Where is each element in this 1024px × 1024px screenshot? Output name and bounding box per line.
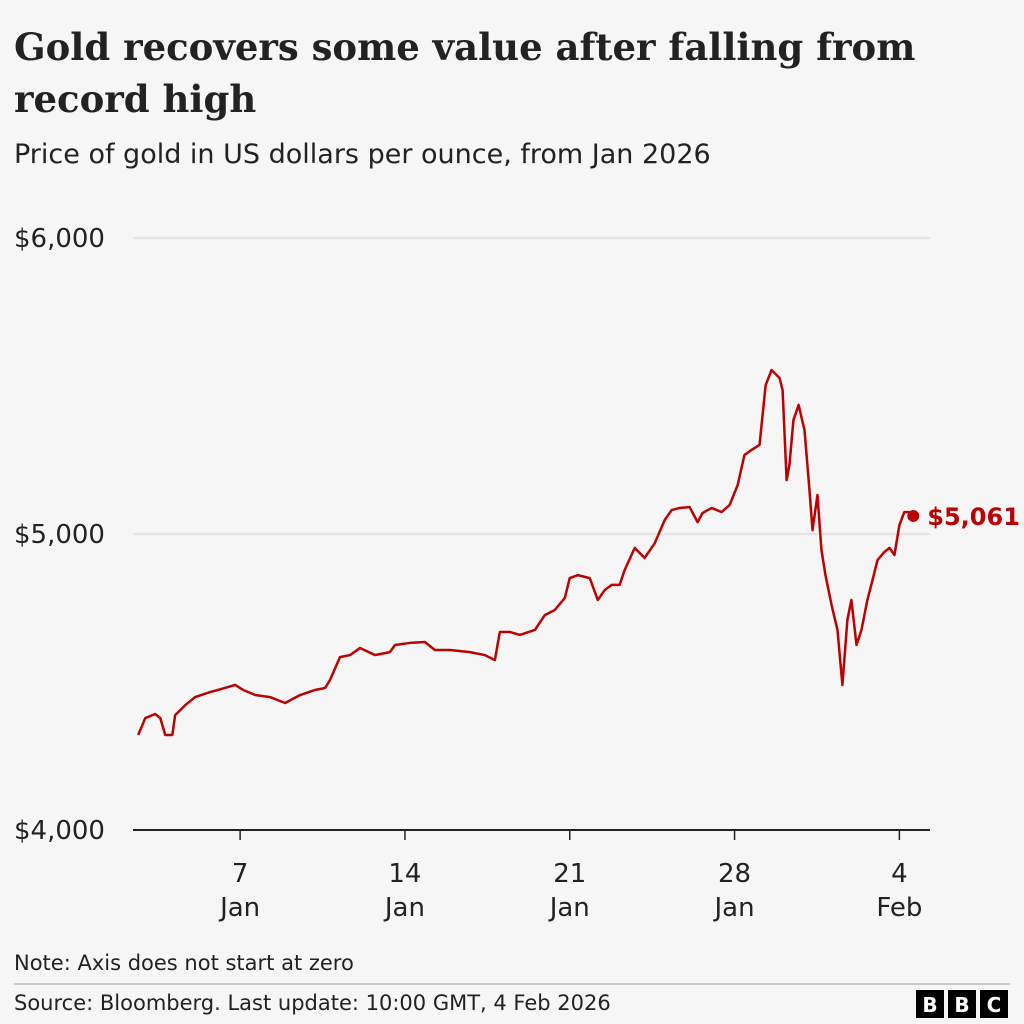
x-tick-label: 28 Jan (713, 859, 755, 923)
x-tick-label: 14 Jan (383, 859, 425, 923)
x-tick-label: 21 Jan (548, 859, 590, 923)
y-tick-label: $6,000 (14, 224, 105, 254)
note: Note: Axis does not start at zero (14, 951, 354, 975)
logo-block (980, 990, 1008, 1018)
logo-block (948, 990, 976, 1018)
x-tick-label: 4 Feb (876, 859, 922, 923)
source: Source: Bloomberg. Last update: 10:00 GM… (14, 991, 611, 1015)
x-tick-label: 7 Jan (218, 859, 260, 923)
logo-letter: C (987, 993, 1002, 1017)
price-line (137, 368, 915, 737)
chart-subtitle: Price of gold in US dollars per ounce, f… (14, 139, 711, 170)
last-value-label: $5,061 (927, 503, 1020, 531)
logo-letter: B (922, 993, 937, 1017)
last-point (907, 509, 920, 522)
chart-title: Gold recovers some value after falling f… (14, 25, 915, 69)
logo-block (916, 990, 944, 1018)
logo-letter: B (954, 993, 969, 1017)
y-tick-label: $4,000 (14, 816, 105, 846)
chart-title: record high (14, 77, 256, 121)
y-tick-label: $5,000 (14, 520, 105, 550)
